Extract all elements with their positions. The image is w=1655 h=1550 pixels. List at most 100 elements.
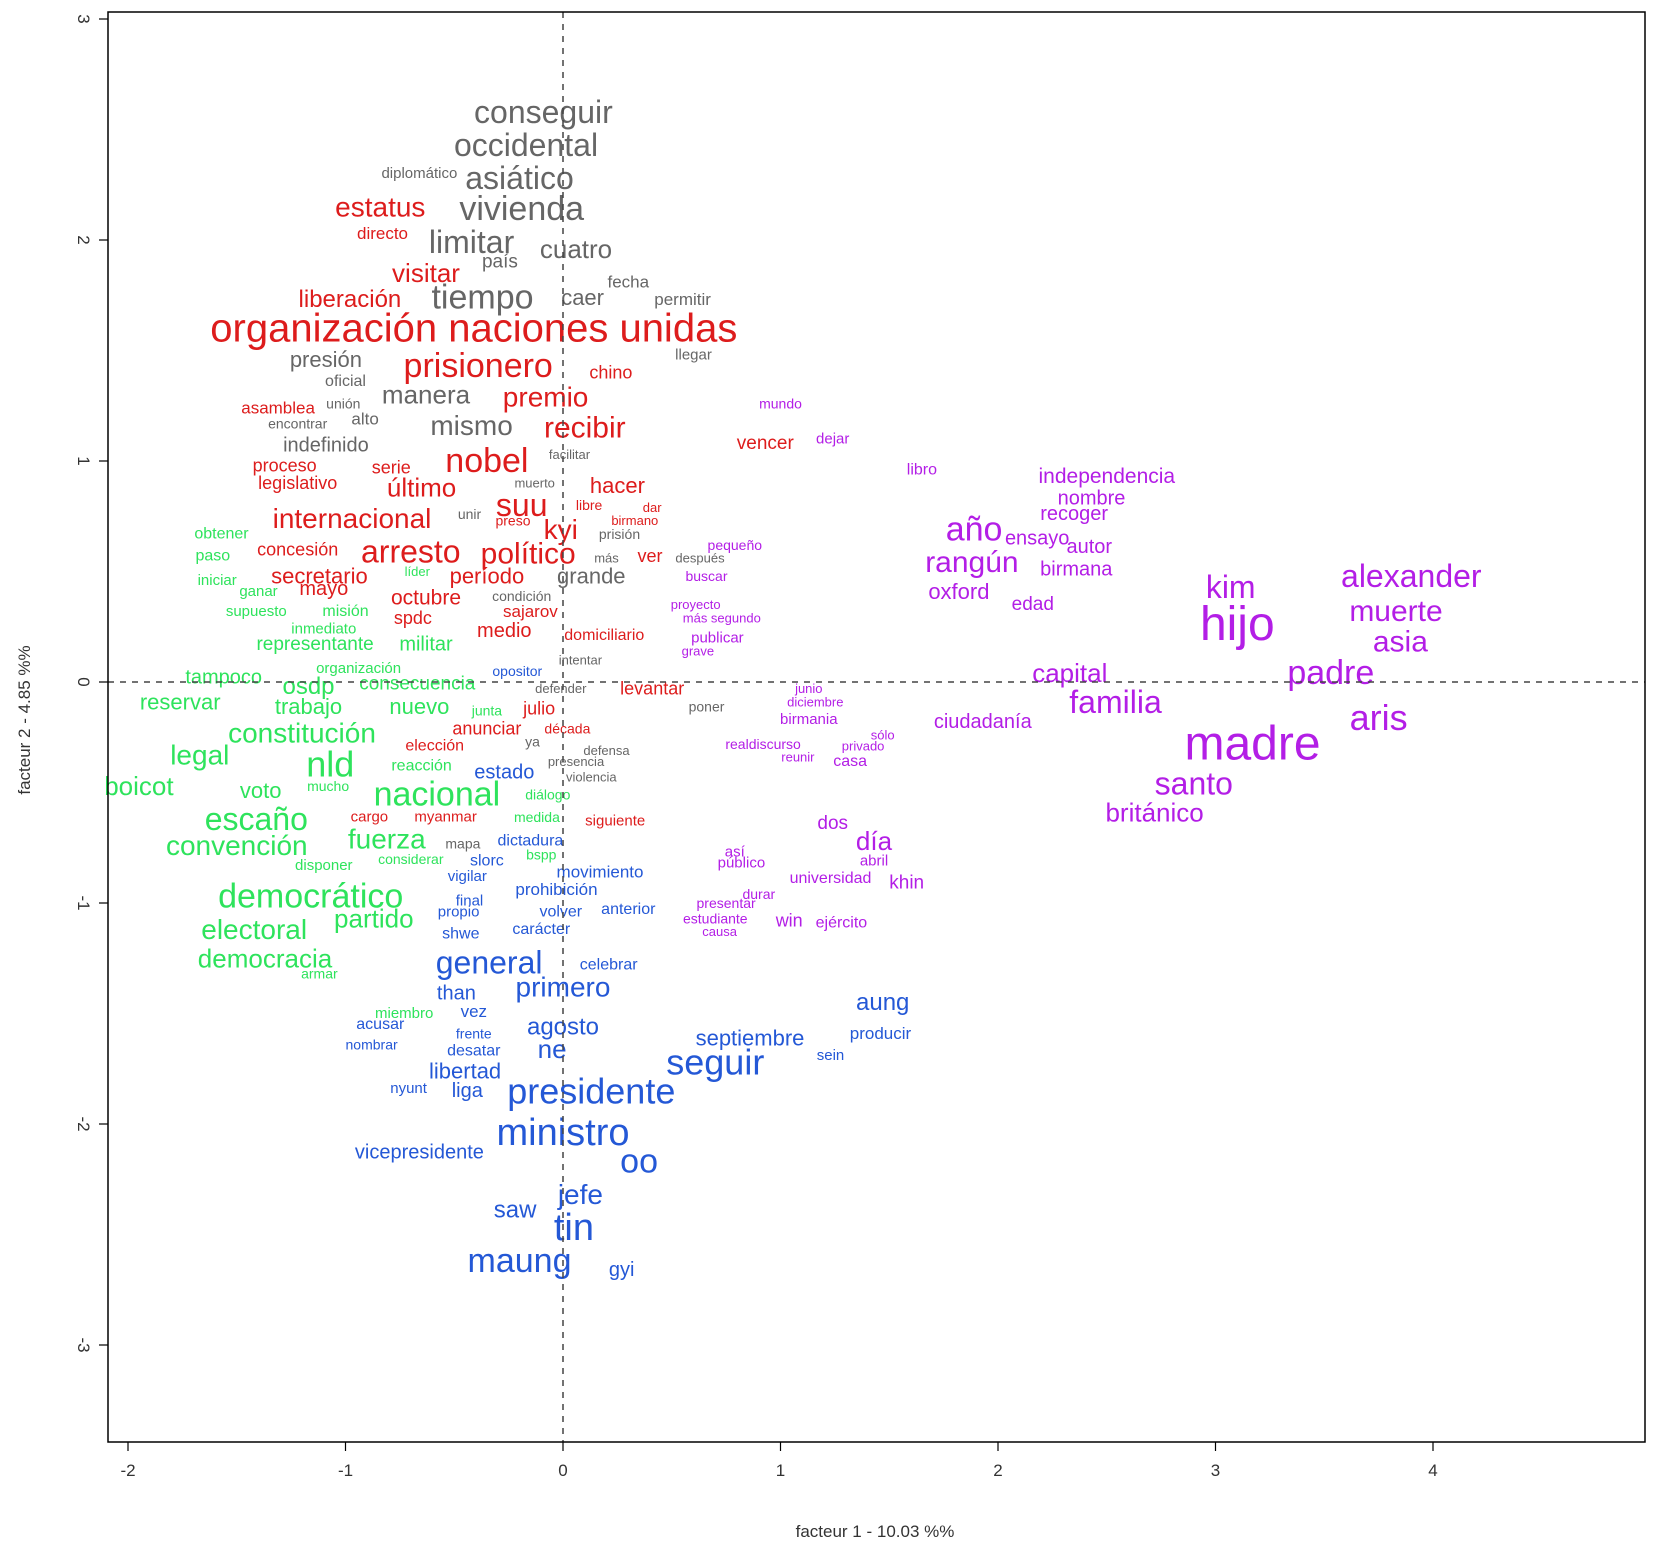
- word-blue: sein: [817, 1047, 845, 1064]
- word-purple: público: [718, 855, 766, 872]
- word-gray: ya: [525, 734, 540, 750]
- word-red: prisionero: [404, 347, 553, 385]
- word-red: organización naciones unidas: [210, 306, 737, 350]
- word-red: siguiente: [585, 813, 645, 830]
- word-green: junta: [471, 703, 503, 719]
- word-blue: prohibición: [515, 880, 597, 899]
- word-gray: condición: [492, 588, 551, 604]
- word-blue: presidente: [507, 1070, 675, 1111]
- word-purple: pequeño: [708, 537, 763, 553]
- y-tick-label: -1: [74, 895, 93, 910]
- word-gray: después: [675, 551, 725, 566]
- word-green: líder: [405, 564, 431, 579]
- word-blue: liga: [452, 1080, 484, 1102]
- axis-ticks: -2 -1 0 1 2 3 4 -3 -2 -1 0 1 2 3: [74, 14, 1438, 1480]
- word-blue: oo: [620, 1143, 658, 1181]
- word-green: disponer: [295, 857, 353, 874]
- word-red: kyi: [544, 514, 578, 545]
- word-green: consecuencia: [359, 674, 476, 695]
- word-purple: junio: [794, 681, 822, 696]
- word-gray: intentar: [559, 652, 603, 667]
- word-blue: libertad: [429, 1059, 501, 1084]
- word-red: birmano: [611, 513, 658, 528]
- word-gray: unir: [458, 506, 482, 522]
- word-purple: causa: [702, 924, 737, 939]
- word-blue: carácter: [512, 921, 570, 938]
- word-red: medio: [477, 620, 531, 642]
- word-green: voto: [240, 778, 282, 803]
- word-blue: gyi: [609, 1259, 635, 1281]
- word-purple: birmana: [1040, 558, 1113, 580]
- word-gray: vivienda: [459, 190, 584, 228]
- word-blue: general: [436, 945, 543, 981]
- word-red: liberación: [299, 286, 402, 313]
- word-purple: publicar: [691, 629, 744, 646]
- word-purple: privado: [842, 739, 885, 754]
- word-gray: muerto: [514, 476, 554, 491]
- word-green: democrático: [218, 877, 403, 915]
- word-gray: violencia: [566, 770, 617, 785]
- word-purple: kim: [1206, 569, 1256, 605]
- word-purple: abril: [860, 853, 888, 870]
- word-purple: aris: [1350, 697, 1408, 738]
- x-tick-label: 2: [993, 1461, 1002, 1480]
- word-red: internacional: [273, 503, 432, 534]
- word-gray: permitir: [654, 290, 711, 309]
- word-red: sajarov: [503, 602, 558, 621]
- word-gray: mismo: [430, 410, 512, 441]
- word-gray: occidental: [454, 127, 598, 163]
- word-purple: ejército: [816, 914, 868, 931]
- word-red: levantar: [620, 679, 684, 699]
- word-blue: seguir: [666, 1042, 764, 1083]
- word-purple: ensayo: [1005, 527, 1070, 549]
- word-green: misión: [322, 603, 368, 620]
- word-gray: conseguir: [474, 94, 613, 130]
- word-green: armar: [301, 966, 338, 982]
- word-green: partido: [334, 904, 414, 934]
- word-gray: oficial: [325, 373, 366, 390]
- word-red: nobel: [445, 442, 528, 480]
- word-red: asamblea: [241, 399, 315, 418]
- word-purple: oxford: [928, 579, 989, 604]
- word-gray: fecha: [608, 273, 650, 292]
- word-blue: septiembre: [696, 1025, 805, 1050]
- word-green: considerar: [378, 851, 444, 867]
- word-blue: celebrar: [580, 956, 638, 973]
- word-gray: presión: [290, 347, 362, 372]
- y-tick-label: 0: [74, 677, 93, 686]
- word-green: militar: [399, 633, 453, 655]
- word-green: obtener: [194, 525, 249, 542]
- x-tick-label: 3: [1211, 1461, 1220, 1480]
- word-red: octubre: [391, 587, 461, 610]
- word-purple: madre: [1184, 717, 1320, 770]
- word-red: myanmar: [414, 808, 477, 825]
- word-purple: británico: [1105, 797, 1203, 827]
- word-blue: acusar: [356, 1016, 405, 1033]
- word-red: visitar: [392, 258, 460, 288]
- word-blue: desatar: [447, 1043, 501, 1060]
- word-purple: estudiante: [683, 911, 748, 927]
- word-red: dar: [643, 500, 662, 515]
- word-green: supuesto: [226, 603, 287, 620]
- word-purple: birmania: [780, 711, 838, 728]
- word-purple: así: [725, 844, 746, 861]
- word-gray: defensa: [583, 743, 630, 758]
- word-gray: más: [594, 551, 619, 566]
- word-gray: poner: [689, 698, 725, 714]
- word-blue: volver: [539, 903, 582, 920]
- word-purple: hijo: [1200, 598, 1275, 651]
- word-purple: diciembre: [787, 694, 843, 709]
- word-blue: jefe: [557, 1179, 603, 1210]
- word-green: boicot: [104, 771, 174, 801]
- word-green: medida: [514, 809, 560, 825]
- word-gray: prisión: [599, 526, 640, 542]
- word-purple: buscar: [685, 568, 727, 584]
- word-green: miembro: [375, 1005, 433, 1022]
- word-blue: dictadura: [497, 833, 563, 850]
- word-blue: vicepresidente: [355, 1142, 484, 1164]
- word-purple: khin: [889, 873, 924, 894]
- word-purple: año: [946, 511, 1003, 549]
- word-blue: saw: [494, 1197, 537, 1224]
